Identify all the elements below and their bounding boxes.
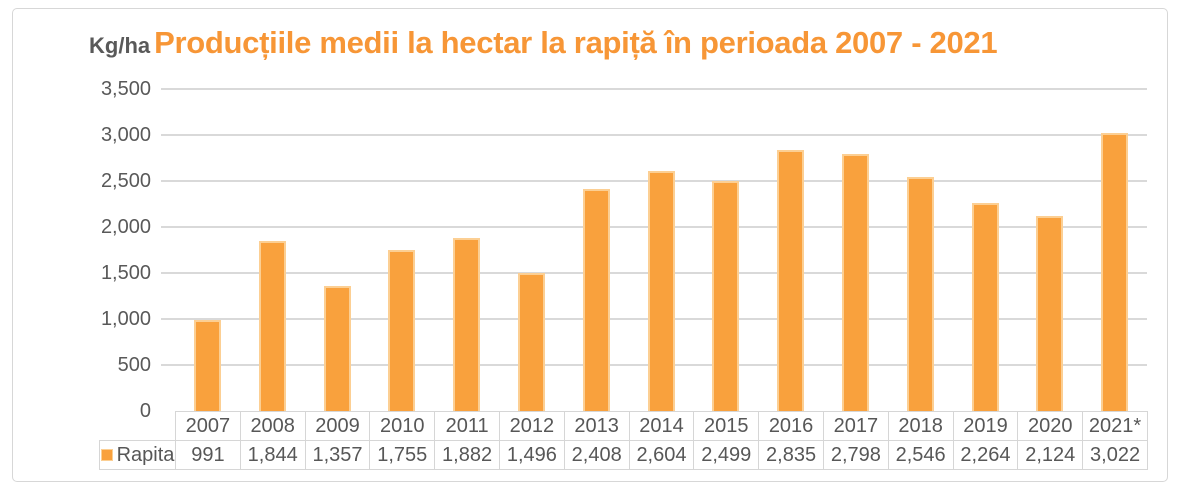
bar-2020 [1036, 215, 1064, 411]
bar-2016 [777, 150, 805, 411]
year-header-cell: 2015 [693, 411, 760, 441]
value-cell: 2,546 [887, 440, 954, 470]
year-header-cell: 2007 [175, 411, 241, 441]
y-axis-tick-label: 2,500 [100, 170, 151, 192]
table-row-years: 2007 2008 2009 2010 2011 2012 2013 2014 2015 2016… [100, 411, 1148, 441]
value-cell: 1,844 [239, 440, 306, 470]
year-header-cell: 2020 [1017, 411, 1084, 441]
year-header-cell: 2008 [239, 411, 306, 441]
year-header-cell: 2013 [563, 411, 630, 441]
bar-2012 [517, 273, 545, 411]
year-header-cell: 2019 [952, 411, 1019, 441]
value-cell: 2,408 [563, 440, 630, 470]
value-cell: 2,499 [693, 440, 760, 470]
bar-2021 [1101, 132, 1129, 411]
y-axis-unit-label: Kg/ha [89, 33, 151, 58]
bar-2007 [193, 319, 221, 411]
year-header-cell: 2016 [758, 411, 824, 441]
legend-series-label: Rapita [116, 443, 175, 466]
value-cell: 2,798 [822, 440, 889, 470]
bar-2018 [906, 176, 934, 411]
gridline [161, 134, 1147, 136]
gridline [161, 88, 1147, 90]
legend-spacer-cell [100, 412, 176, 441]
bar-2010 [388, 249, 416, 411]
value-cell: 2,604 [628, 440, 695, 470]
bar-2014 [647, 171, 675, 411]
bar-2011 [453, 237, 481, 411]
bar-2015 [712, 181, 740, 411]
y-axis-tick-label: 3,500 [100, 78, 151, 100]
value-cell: 2,124 [1017, 440, 1084, 470]
chart-title: Producțiile medii la hectar la rapiță în… [154, 25, 998, 60]
y-axis-tick-label: 0 [139, 400, 151, 422]
y-axis-tick-label: 1,500 [100, 262, 151, 284]
value-cell: 2,264 [952, 440, 1019, 470]
y-axis-tick-label: 2,000 [100, 216, 151, 238]
year-header-cell: 2017 [822, 411, 889, 441]
year-header-cell: 2011 [434, 411, 500, 441]
value-cell: 3,022 [1082, 440, 1148, 470]
year-header-cell: 2021* [1082, 411, 1148, 441]
year-header-cell: 2009 [304, 411, 371, 441]
year-header-cell: 2010 [369, 411, 436, 441]
value-cell: 1,882 [434, 440, 500, 470]
value-cell: 991 [175, 440, 241, 470]
year-header-cell: 2012 [498, 411, 565, 441]
year-header-cell: 2018 [887, 411, 954, 441]
chart-container: Kg/ha Producțiile medii la hectar la rap… [12, 8, 1168, 482]
y-axis-tick-label: 500 [117, 354, 151, 376]
bar-2008 [258, 241, 286, 411]
bar-2009 [323, 286, 351, 411]
y-axis-tick-label: 1,000 [100, 308, 151, 330]
value-cell: 1,496 [498, 440, 565, 470]
value-cell: 1,357 [304, 440, 371, 470]
legend-cell: Rapita [99, 440, 176, 470]
data-table: 2007 2008 2009 2010 2011 2012 2013 2014 2015 2016… [99, 411, 1148, 470]
table-row-values: Rapita 991 1,844 1,357 1,755 1,882 1,496 2,408 2… [99, 440, 1148, 470]
chart-header: Kg/ha Producțiile medii la hectar la rap… [89, 25, 998, 61]
value-cell: 2,835 [758, 440, 824, 470]
bar-2017 [841, 153, 869, 411]
rapita-legend-swatch-icon [100, 449, 113, 461]
value-cell: 1,755 [369, 440, 436, 470]
bar-2019 [971, 202, 999, 411]
bar-2013 [582, 189, 610, 411]
plot-area: 0 500 1,000 1,500 2,000 2,500 3,000 3,500 [101, 78, 1147, 422]
y-axis-tick-label: 3,000 [100, 124, 151, 146]
year-header-cell: 2014 [628, 411, 695, 441]
